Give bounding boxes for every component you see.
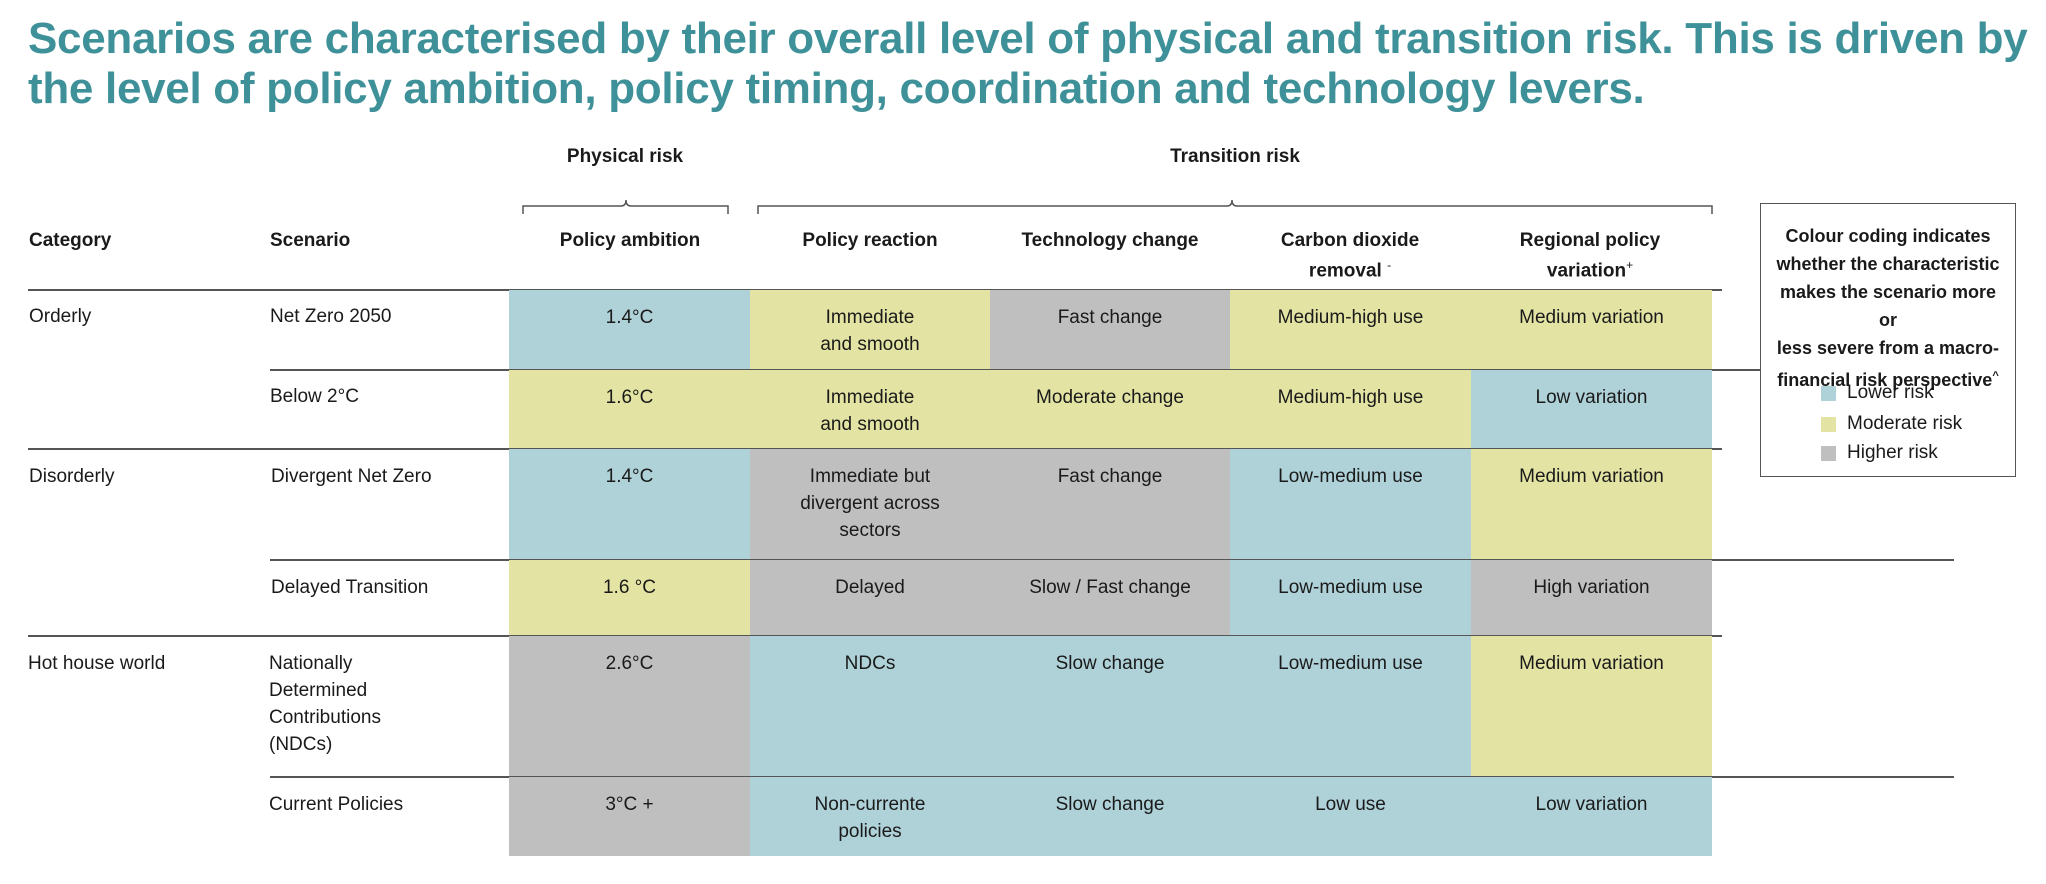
row-rule (270, 559, 1954, 561)
header-scenario: Scenario (270, 230, 351, 251)
category-orderly: Orderly (29, 306, 92, 327)
table-cell: Slow change (990, 636, 1230, 776)
higher-risk-swatch (1821, 446, 1836, 461)
physical-risk-brace (522, 199, 729, 214)
table-cell: 3°C + (509, 777, 750, 856)
scenario-net-zero-2050: Net Zero 2050 (270, 306, 392, 327)
header-policy-reaction: Policy reaction (802, 230, 938, 251)
category-disorderly: Disorderly (29, 466, 115, 487)
table-cell: Fast change (990, 449, 1230, 559)
table-cell: Medium-high use (1230, 370, 1471, 448)
table-cell: Low use (1230, 777, 1471, 856)
header-cdr-line1: Carbon dioxide (1280, 230, 1420, 251)
table-cell: Medium variation (1471, 449, 1712, 559)
legend-title: Colour coding indicates whether the char… (1776, 226, 2000, 390)
legend-moderate-risk: Moderate risk (1847, 413, 1963, 434)
table-cell: NDCs (750, 636, 990, 776)
table-cell: Low-medium use (1230, 636, 1471, 776)
scenario-below-2c: Below 2°C (270, 386, 359, 407)
category-rule (28, 448, 1722, 450)
header-regional-line1: Regional policy (1519, 230, 1661, 251)
table-cell: Moderate change (990, 370, 1230, 448)
table-cell: 1.4°C (509, 290, 750, 369)
table-cell: Low-medium use (1230, 560, 1471, 635)
table-cell: Low variation (1471, 370, 1712, 448)
table-cell: Immediate and smooth (750, 370, 990, 448)
table-cell: Slow change (990, 777, 1230, 856)
transition-risk-label: Transition risk (1170, 146, 1300, 167)
table-cell: Low variation (1471, 777, 1712, 856)
table-cell: Medium-high use (1230, 290, 1471, 369)
category-rule (28, 635, 1722, 637)
header-technology-change: Technology change (1021, 230, 1199, 251)
table-cell: 1.6 °C (509, 560, 750, 635)
physical-risk-label: Physical risk (566, 146, 684, 167)
table-cell: Slow / Fast change (990, 560, 1230, 635)
row-rule (270, 776, 1954, 778)
scenario-delayed-transition: Delayed Transition (271, 577, 429, 598)
table-cell: Immediate but divergent across sectors (750, 449, 990, 559)
table-cell: High variation (1471, 560, 1712, 635)
moderate-risk-swatch (1821, 417, 1836, 432)
legend-box: Colour coding indicates whether the char… (1760, 203, 2016, 477)
table-cell: Low-medium use (1230, 449, 1471, 559)
scenario-divergent-net-zero: Divergent Net Zero (271, 466, 432, 487)
category-hot-house-world: Hot house world (28, 653, 166, 674)
header-rule (28, 289, 1722, 291)
lower-risk-swatch (1821, 386, 1836, 401)
transition-risk-brace (757, 199, 1713, 214)
legend-higher-risk: Higher risk (1847, 442, 1938, 463)
table-cell: 1.6°C (509, 370, 750, 448)
header-category: Category (29, 230, 112, 251)
page-title: Scenarios are characterised by their ove… (28, 14, 2028, 113)
row-rule (270, 369, 1954, 371)
table-cell: Medium variation (1471, 290, 1712, 369)
header-carbon-dioxide-removal: Carbon dioxide removal - (1230, 228, 1470, 283)
header-regional-line2: variation+ (1546, 258, 1634, 282)
scenario-current-policies: Current Policies (269, 794, 404, 815)
scenario-ndcs: Nationally Determined Contributions (NDCs) (269, 653, 381, 755)
table-cell: Non-currente policies (750, 777, 990, 856)
table-cell: Immediate and smooth (750, 290, 990, 369)
header-cdr-line2: removal - (1308, 258, 1392, 282)
table-cell: 1.4°C (509, 449, 750, 559)
header-regional-policy-variation: Regional policy variation+ (1470, 228, 1710, 283)
table-cell: 2.6°C (509, 636, 750, 776)
table-cell: Fast change (990, 290, 1230, 369)
table-cell: Medium variation (1471, 636, 1712, 776)
legend-lower-risk: Lower risk (1847, 382, 1934, 403)
header-policy-ambition: Policy ambition (559, 230, 701, 251)
table-cell: Delayed (750, 560, 990, 635)
